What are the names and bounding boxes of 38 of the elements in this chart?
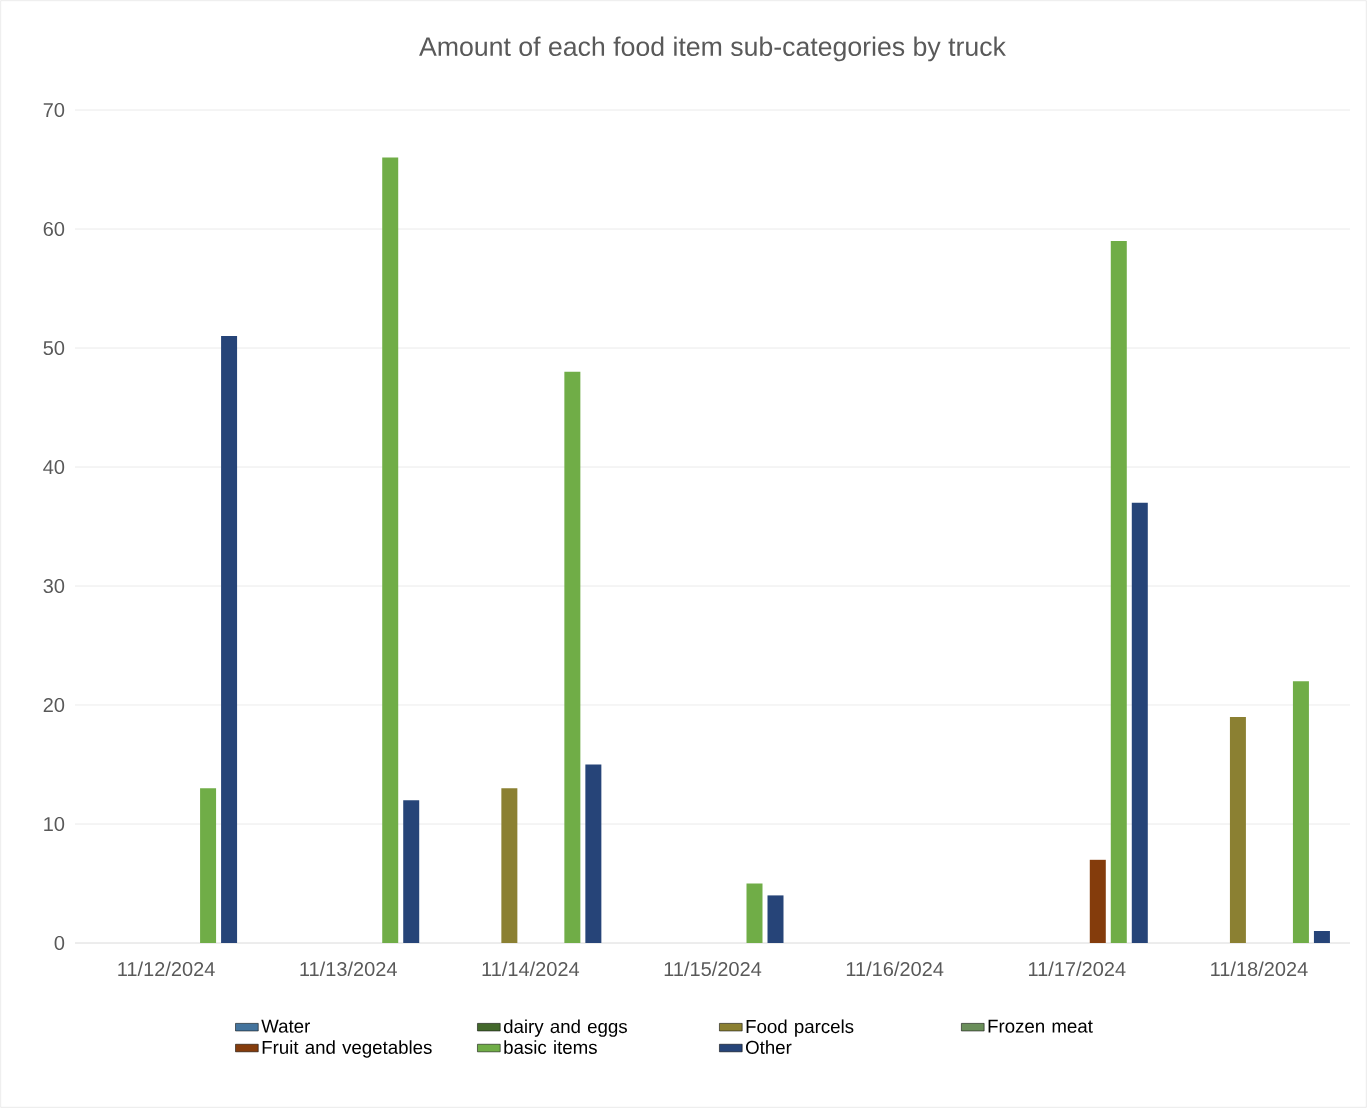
bar bbox=[1110, 240, 1127, 943]
y-tick-label: 10 bbox=[44, 816, 65, 832]
y-tick-label: 40 bbox=[43, 459, 65, 475]
bar bbox=[221, 336, 238, 943]
bar bbox=[501, 788, 518, 943]
y-tick-label: 0 bbox=[54, 935, 65, 951]
bar bbox=[1131, 502, 1148, 943]
legend-label: Water bbox=[261, 1019, 310, 1033]
bar bbox=[564, 371, 581, 943]
x-tick-label: 11/13/2024 bbox=[300, 961, 397, 977]
x-tick-label: 11/18/2024 bbox=[1211, 961, 1308, 977]
y-tick-label: 60 bbox=[43, 221, 65, 237]
x-tick-label: 11/15/2024 bbox=[664, 961, 762, 977]
bar bbox=[1292, 681, 1309, 943]
y-tick-label: 20 bbox=[43, 697, 65, 713]
bar bbox=[1313, 931, 1330, 943]
bar bbox=[1229, 716, 1246, 943]
legend-label: Other bbox=[746, 1040, 792, 1054]
bar bbox=[585, 764, 602, 943]
legend-label: dairy and eggs bbox=[503, 1019, 627, 1037]
x-tick-label: 11/16/2024 bbox=[846, 961, 944, 977]
x-tick-label: 11/17/2024 bbox=[1029, 961, 1126, 977]
legend-label: Frozen meat bbox=[988, 1019, 1093, 1033]
bar bbox=[746, 883, 763, 943]
chart-title: Amount of each food item sub-categories by truck bbox=[419, 36, 1006, 62]
y-tick-label: 30 bbox=[43, 578, 65, 594]
legend-label: Fruit and vegetables bbox=[262, 1040, 432, 1058]
y-tick-label: 50 bbox=[43, 340, 65, 356]
bar bbox=[382, 157, 399, 943]
y-tick-label: 70 bbox=[43, 102, 65, 118]
bar bbox=[1089, 859, 1106, 943]
bar bbox=[767, 895, 784, 943]
bar bbox=[403, 800, 420, 943]
legend-label: basic items bbox=[504, 1040, 597, 1054]
legend-label: Food parcels bbox=[746, 1019, 854, 1037]
x-tick-label: 11/12/2024 bbox=[118, 961, 215, 977]
x-tick-label: 11/14/2024 bbox=[482, 961, 580, 977]
bar bbox=[200, 788, 217, 943]
